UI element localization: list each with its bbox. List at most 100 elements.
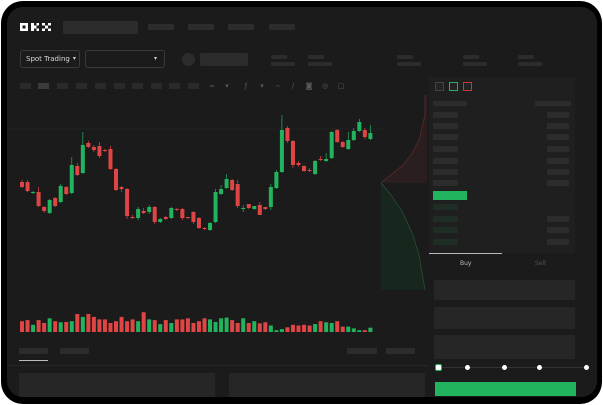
asks-only-icon[interactable] [463, 82, 472, 91]
nav-item[interactable] [148, 24, 174, 30]
slider-stop-100[interactable] [584, 365, 589, 370]
interval-button[interactable] [95, 83, 106, 89]
ask-price[interactable] [433, 169, 458, 175]
buy-button[interactable] [435, 382, 576, 396]
both-sides-icon[interactable] [435, 82, 444, 91]
candle [58, 184, 63, 203]
candle [224, 174, 229, 189]
tab-sell[interactable]: Sell [535, 260, 546, 267]
volume-bar [274, 330, 279, 332]
volume-bar [257, 323, 262, 332]
candle-body [263, 207, 268, 209]
candle-body [119, 187, 124, 189]
bid-price[interactable] [433, 216, 458, 222]
candle-body [196, 218, 201, 228]
chart-type-icon[interactable]: ≈ [209, 82, 215, 90]
filter-button[interactable] [386, 348, 415, 354]
tab-open-orders[interactable] [19, 348, 48, 354]
candle [75, 163, 80, 176]
candle-body [47, 200, 52, 213]
camera-icon[interactable]: ◙ [305, 82, 313, 90]
candle-body [290, 141, 295, 165]
slider-stop-75[interactable] [537, 365, 542, 370]
ask-price[interactable] [433, 134, 458, 140]
candle [169, 207, 174, 219]
settings-icon[interactable]: ◎ [321, 82, 329, 90]
bid-price[interactable] [433, 227, 458, 233]
fullscreen-icon[interactable]: □ [337, 82, 345, 90]
tab-indicator [19, 360, 48, 361]
interval-button[interactable] [20, 83, 31, 89]
candle-body [75, 166, 80, 175]
candle-body [340, 142, 345, 147]
slider-stop-50[interactable] [502, 365, 507, 370]
tab-buy[interactable]: Buy [460, 260, 472, 267]
volume-bar [241, 318, 246, 332]
volume-bar [97, 319, 102, 332]
interval-button[interactable] [188, 83, 199, 89]
ask-price[interactable] [433, 146, 458, 152]
interval-button[interactable] [114, 83, 125, 89]
candle-body [335, 130, 340, 142]
okx-logo[interactable] [20, 22, 57, 32]
candlestick-chart[interactable] [7, 93, 387, 333]
ask-price[interactable] [433, 180, 458, 186]
trading-mode-select[interactable]: Spot Trading ▾ [20, 50, 80, 68]
bids-only-icon[interactable] [449, 82, 458, 91]
volume-bar [324, 322, 329, 332]
candle-body [180, 209, 185, 218]
amount-slider[interactable] [439, 367, 589, 368]
candle-body [351, 131, 356, 140]
volume-bar [219, 318, 224, 332]
interval-button[interactable] [76, 83, 87, 89]
candle [69, 157, 74, 194]
indicator-icon[interactable]: ƒ [244, 82, 248, 90]
volume-bar [152, 320, 157, 332]
depth-chart [381, 95, 427, 290]
volume-bar [285, 327, 290, 332]
candle-body [91, 147, 96, 150]
candle-body [202, 228, 207, 229]
stat-label [463, 55, 479, 59]
draw-icon[interactable]: / [291, 82, 295, 90]
bid-price[interactable] [433, 204, 458, 210]
interval-button[interactable] [132, 83, 143, 89]
candle-body [235, 184, 240, 206]
trade-panel: Buy Sell [429, 253, 597, 397]
candle [141, 208, 146, 214]
nav-item[interactable] [188, 24, 214, 30]
amount-input[interactable] [434, 307, 575, 329]
volume-bar [141, 312, 146, 332]
interval-button[interactable] [151, 83, 162, 89]
nav-item[interactable] [228, 24, 254, 30]
ask-price[interactable] [433, 123, 458, 129]
filter-button[interactable] [347, 348, 377, 354]
chevron-down-icon[interactable]: ▾ [225, 82, 229, 90]
candle [152, 206, 157, 224]
slider-handle[interactable] [435, 364, 442, 371]
candle-body [313, 161, 318, 174]
candle [180, 208, 185, 220]
tab-order-history[interactable] [60, 348, 89, 354]
slider-stop-25[interactable] [465, 365, 470, 370]
search-input[interactable] [63, 21, 138, 34]
candle [313, 160, 318, 175]
volume-bar [318, 321, 323, 332]
chevron-down-icon[interactable]: ▾ [260, 82, 264, 90]
nav-item[interactable] [269, 24, 295, 30]
line-icon[interactable]: ∼ [275, 82, 281, 90]
ask-price[interactable] [433, 112, 458, 118]
candle [274, 170, 279, 189]
interval-button[interactable] [169, 83, 180, 89]
candle [185, 217, 190, 219]
total-input[interactable] [434, 335, 575, 359]
candle-body [324, 159, 329, 161]
pair-select[interactable]: ▾ [85, 50, 165, 68]
stat-value [463, 62, 487, 66]
ask-price[interactable] [433, 158, 458, 164]
bid-price[interactable] [433, 239, 458, 245]
interval-button[interactable] [57, 83, 68, 89]
candle-body [362, 130, 367, 137]
price-input[interactable] [434, 280, 575, 300]
interval-button-active[interactable] [38, 83, 49, 89]
